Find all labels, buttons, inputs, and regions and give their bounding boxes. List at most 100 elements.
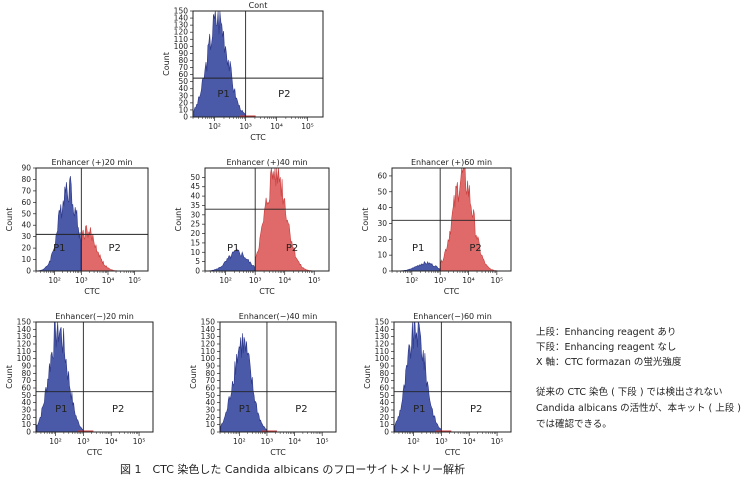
y-tick-label: 0 bbox=[210, 428, 215, 437]
gate-label-p2: P2 bbox=[295, 404, 307, 415]
gate-label-p1: P1 bbox=[413, 404, 425, 415]
histogram-panel: P1 P2 Enhancer (+)60 min 0 10 20 30 40 50 60 10² 10… bbox=[361, 158, 512, 296]
y-tick-label: 60 bbox=[379, 384, 389, 393]
gate-label-p2: P2 bbox=[112, 404, 124, 415]
histogram-panel: P1 P2 Enhancer (+)20 min 0 10 20 30 40 50 60 70 80 9… bbox=[5, 158, 149, 296]
y-tick-label: 100 bbox=[174, 42, 189, 51]
x-tick-label: 10⁵ bbox=[301, 122, 314, 131]
y-tick-label: 80 bbox=[21, 175, 31, 184]
x-tick-label: 10⁵ bbox=[316, 437, 329, 446]
plot-frame bbox=[35, 321, 154, 433]
gate-label-p2: P2 bbox=[278, 89, 290, 100]
x-axis-label: CTC bbox=[84, 287, 100, 296]
y-tick-label: 45 bbox=[190, 182, 200, 191]
p2-population bbox=[440, 167, 503, 272]
y-axis-label: Count bbox=[5, 208, 14, 232]
histogram-panel: P1 P2 Enhancer(−)60 min 0102030405060708090… bbox=[363, 312, 512, 457]
x-tick-label: 10⁴ bbox=[463, 437, 476, 446]
y-tick-label: 5 bbox=[195, 257, 200, 266]
y-tick-label: 110 bbox=[375, 347, 390, 356]
y-tick-label: 110 bbox=[174, 35, 189, 44]
panel-title: Enhancer (+)20 min bbox=[51, 158, 132, 167]
x-tick-label: 10² bbox=[208, 122, 221, 131]
y-tick-label: 110 bbox=[17, 347, 32, 356]
y-tick-label: 0 bbox=[26, 428, 31, 437]
gate-label-p1: P1 bbox=[412, 243, 424, 254]
y-tick-label: 0 bbox=[26, 267, 31, 276]
y-tick-label: 90 bbox=[379, 362, 389, 371]
y-tick-label: 20 bbox=[377, 235, 387, 244]
p1-population bbox=[205, 248, 255, 272]
p1-population bbox=[36, 176, 82, 272]
p1-population bbox=[193, 10, 246, 118]
y-tick-label: 140 bbox=[201, 325, 216, 334]
y-tick-label: 90 bbox=[21, 362, 31, 371]
gate-label-p1: P1 bbox=[217, 89, 229, 100]
y-tick-label: 120 bbox=[174, 28, 189, 37]
legend-line-lower: 下段：Enhancing reagent なし bbox=[536, 342, 677, 353]
y-tick-label: 50 bbox=[190, 173, 200, 182]
x-tick-label: 10⁴ bbox=[288, 437, 301, 446]
y-tick-label: 80 bbox=[379, 369, 389, 378]
y-tick-label: 50 bbox=[205, 391, 215, 400]
plot-frame bbox=[393, 321, 512, 433]
y-tick-label: 90 bbox=[21, 164, 31, 173]
gate-label-p2: P2 bbox=[470, 404, 482, 415]
y-tick-label: 130 bbox=[17, 332, 32, 341]
x-tick-label: 10⁵ bbox=[133, 437, 146, 446]
x-tick-label: 10⁴ bbox=[270, 122, 283, 131]
plot-frame bbox=[219, 321, 337, 433]
y-axis-label: Count bbox=[5, 365, 14, 389]
x-tick-label: 10⁴ bbox=[105, 437, 118, 446]
y-tick-label: 150 bbox=[201, 318, 216, 327]
y-tick-label: 10 bbox=[21, 420, 31, 429]
x-axis-label: CTC bbox=[259, 287, 275, 296]
x-tick-label: 10² bbox=[49, 437, 62, 446]
y-tick-label: 130 bbox=[174, 21, 189, 30]
panel-title: Enhancer(−)20 min bbox=[55, 312, 134, 321]
panel-title: Enhancer(−)40 min bbox=[239, 312, 318, 321]
x-tick-label: 10³ bbox=[435, 437, 448, 446]
y-tick-label: 70 bbox=[205, 376, 215, 385]
plot-frame bbox=[35, 167, 149, 272]
p1-population bbox=[36, 321, 84, 433]
y-tick-label: 100 bbox=[375, 354, 390, 363]
x-tick-label: 10² bbox=[48, 276, 61, 285]
y-tick-label: 150 bbox=[17, 318, 32, 327]
y-tick-label: 10 bbox=[205, 420, 215, 429]
y-tick-label: 50 bbox=[379, 391, 389, 400]
x-axis-label: CTC bbox=[250, 133, 266, 142]
y-tick-label: 40 bbox=[178, 84, 188, 93]
x-axis-label: CTC bbox=[445, 448, 461, 457]
gate-label-p2: P2 bbox=[469, 243, 481, 254]
note-line-1: 従来の CTC 染色 ( 下段 ) では検出されない bbox=[536, 387, 723, 398]
p1-population bbox=[394, 321, 442, 433]
y-tick-label: 140 bbox=[17, 325, 32, 334]
x-axis-label: CTC bbox=[270, 448, 286, 457]
y-tick-label: 100 bbox=[201, 354, 216, 363]
panel-title: Cont bbox=[249, 1, 268, 10]
y-tick-label: 120 bbox=[201, 340, 216, 349]
note-line-3: では確認できる。 bbox=[536, 419, 612, 430]
y-tick-label: 10 bbox=[377, 251, 387, 260]
y-tick-label: 30 bbox=[205, 406, 215, 415]
y-tick-label: 30 bbox=[178, 91, 188, 100]
y-tick-label: 30 bbox=[379, 406, 389, 415]
x-tick-label: 10³ bbox=[77, 437, 90, 446]
y-tick-label: 150 bbox=[375, 318, 390, 327]
y-tick-label: 140 bbox=[375, 325, 390, 334]
legend-line-xaxis: X 軸：CTC formazan の蛍光強度 bbox=[536, 357, 682, 368]
x-tick-label: 10² bbox=[233, 437, 246, 446]
y-tick-label: 20 bbox=[21, 244, 31, 253]
y-tick-label: 50 bbox=[178, 77, 188, 86]
y-tick-label: 70 bbox=[21, 376, 31, 385]
x-tick-label: 10² bbox=[407, 437, 420, 446]
legend-line-upper: 上段：Enhancing reagent あり bbox=[536, 327, 677, 338]
y-tick-label: 10 bbox=[379, 420, 389, 429]
gate-label-p2: P2 bbox=[108, 243, 120, 254]
x-tick-label: 10⁴ bbox=[102, 276, 115, 285]
y-tick-label: 40 bbox=[190, 192, 200, 201]
figure-title: 図 1 CTC 染色した Candida albicans のフローサイトメトリ… bbox=[120, 463, 466, 476]
y-tick-label: 40 bbox=[377, 203, 387, 212]
